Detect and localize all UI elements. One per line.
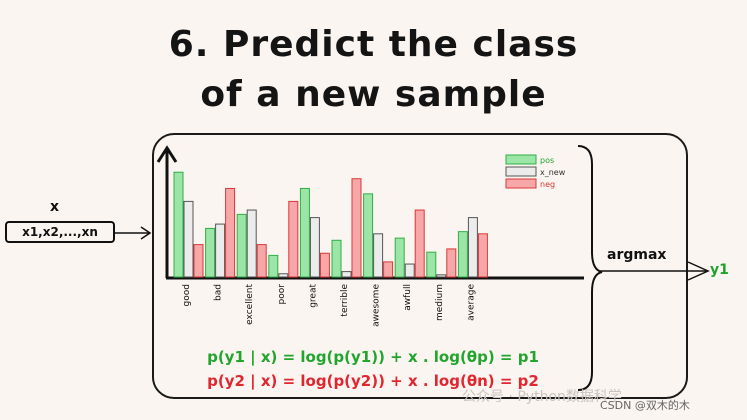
category-label-awesome: awesome [372, 284, 382, 327]
chart-panel [152, 133, 688, 399]
title-line-2: of a new sample [200, 74, 547, 115]
bar-x_new-poor [278, 273, 289, 278]
legend-swatch-neg [505, 178, 537, 189]
legend-swatch-x_new [505, 166, 537, 177]
bar-pos-poor [268, 254, 279, 278]
bar-neg-great [319, 252, 330, 278]
bar-pos-excellent [236, 213, 247, 278]
watermark: 公众号 · Python数据科学 [462, 389, 622, 405]
category-label-good: good [182, 284, 192, 306]
bar-pos-awfull [394, 237, 405, 278]
legend-swatch-pos [505, 154, 537, 165]
bar-pos-medium [426, 251, 437, 278]
category-label-excellent: excellent [245, 284, 255, 325]
bar-x_new-awesome [373, 233, 384, 278]
bar-x_new-excellent [246, 209, 257, 278]
input-arrow-head [140, 226, 152, 240]
equation-neg: p(y2 | x) = log(p(y2)) + x . log(θn) = p… [207, 372, 539, 390]
category-label-medium: medium [435, 284, 445, 321]
bar-neg-awfull [414, 209, 425, 278]
bar-pos-terrible [331, 239, 342, 278]
bar-pos-awesome [363, 193, 374, 278]
category-label-great: great [308, 284, 318, 308]
legend-label-x_new: x_new [540, 168, 566, 177]
bar-x_new-average [467, 217, 478, 278]
bar-x_new-medium [436, 274, 447, 278]
bar-neg-good [193, 244, 204, 278]
predicted-class: y1 [710, 262, 729, 278]
input-label: x [50, 199, 60, 215]
bar-x_new-bad [215, 223, 226, 278]
legend-label-neg: neg [540, 180, 555, 189]
bar-neg-terrible [351, 178, 362, 278]
curly-brace [577, 145, 603, 391]
bar-pos-average [457, 231, 468, 278]
bar-pos-bad [205, 227, 216, 278]
category-label-poor: poor [277, 284, 287, 305]
bar-x_new-awfull [404, 263, 415, 278]
bar-x_new-great [309, 217, 320, 278]
bar-pos-good [173, 171, 184, 278]
bar-pos-great [299, 187, 310, 278]
bar-neg-excellent [256, 244, 267, 278]
equation-pos: p(y1 | x) = log(p(y1)) + x . log(θp) = p… [207, 348, 539, 366]
bar-neg-average [477, 233, 488, 278]
bar-x_new-terrible [341, 271, 352, 278]
bar-neg-poor [288, 200, 299, 278]
legend-label-pos: pos [540, 156, 554, 165]
category-label-awfull: awfull [403, 284, 413, 311]
bar-neg-medium [446, 248, 457, 278]
category-label-terrible: terrible [340, 284, 350, 317]
bar-neg-bad [225, 187, 236, 278]
title-line-1: 6. Predict the class [168, 24, 579, 65]
y-axis-arrowhead [156, 145, 178, 163]
credit-text: CSDN @双木的木 [600, 399, 690, 412]
bar-x_new-good [183, 200, 194, 278]
category-label-bad: bad [214, 284, 224, 301]
argmax-label: argmax [607, 247, 667, 263]
bar-neg-awesome [383, 261, 394, 278]
category-label-average: average [466, 284, 476, 321]
input-box: x1,x2,...,xn [5, 221, 115, 243]
argmax-arrow-head [687, 261, 710, 281]
